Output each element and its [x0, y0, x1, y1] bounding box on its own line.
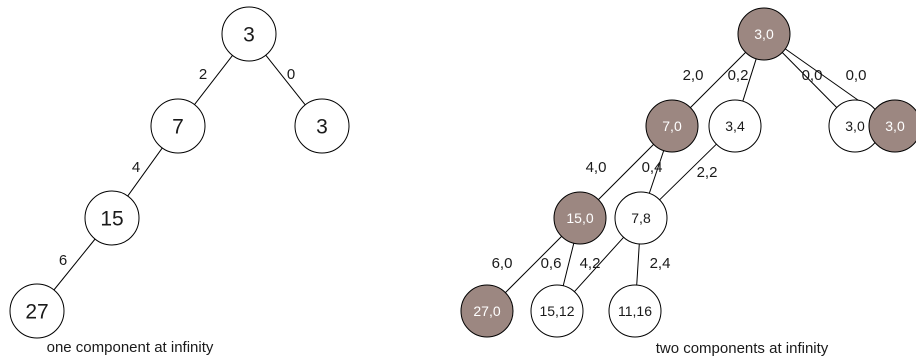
- right-edge-label: 4,2: [580, 255, 601, 272]
- right-node-n270: 27,0: [460, 284, 514, 338]
- right-edge-label: 0,4: [642, 159, 663, 176]
- right-edge-r-n30w: [781, 52, 838, 108]
- right-edges: 2,0 0,2 0,0 0,0 4,0 0,4 2,2 6,0 0,6 4,2 2,4: [492, 48, 874, 293]
- node-circle: [9, 283, 65, 339]
- right-node-n150: 15,0: [553, 191, 607, 245]
- right-edge-n78-n1116: [636, 243, 640, 286]
- right-node-n78: 7,8: [614, 191, 668, 245]
- right-edge-label: 2,0: [683, 67, 704, 84]
- right-edge-label: 0,6: [541, 255, 562, 272]
- node-label: 3,0: [754, 26, 774, 42]
- left-edge-label: 2: [199, 66, 207, 83]
- node-circle: [737, 7, 791, 61]
- right-node-n1512: 15,12: [530, 284, 584, 338]
- right-tree: 2,0 0,2 0,0 0,0 4,0 0,4 2,2 6,0 0,6 4,2 2,4 3,0 7,0…: [460, 7, 916, 356]
- left-caption: one component at infinity: [47, 339, 214, 356]
- node-circle: [868, 99, 916, 153]
- right-edge-r-n70: [690, 52, 746, 108]
- left-edge-b-d: [127, 147, 163, 197]
- node-label: 7,0: [662, 118, 682, 134]
- node-circle: [553, 191, 607, 245]
- right-node-n70: 7,0: [645, 99, 699, 153]
- left-nodes: 3 7 3 15 27: [9, 6, 350, 339]
- left-edge-a-c: [265, 54, 306, 106]
- right-edge-n70-n150: [598, 144, 654, 200]
- left-node-b: 7: [150, 98, 206, 154]
- node-label: 3,4: [725, 118, 745, 134]
- node-label: 3,0: [845, 118, 865, 134]
- right-edge-label: 0,0: [802, 67, 823, 84]
- right-edge-n78-n1512: [574, 236, 624, 293]
- node-circle: [530, 284, 584, 338]
- left-edge-label: 4: [132, 159, 140, 176]
- right-edge-n70-n78: [648, 150, 665, 194]
- right-edge-label: 2,2: [697, 164, 718, 181]
- left-edge-label: 0: [287, 66, 295, 83]
- left-node-c: 3: [294, 98, 350, 154]
- node-circle: [84, 190, 140, 246]
- right-edge-r-n34: [742, 58, 757, 102]
- node-circle: [608, 284, 662, 338]
- right-edge-n34-n78: [659, 143, 717, 201]
- node-circle: [294, 98, 350, 154]
- node-circle: [460, 284, 514, 338]
- right-node-n1116: 11,16: [608, 284, 662, 338]
- node-label: 15: [100, 208, 123, 231]
- left-node-d: 15: [84, 190, 140, 246]
- node-label: 3: [243, 24, 255, 47]
- right-edge-n150-n1512: [562, 243, 575, 286]
- right-edge-label: 6,0: [492, 255, 513, 272]
- node-circle: [708, 99, 762, 153]
- node-label: 11,16: [618, 303, 652, 319]
- node-label: 7,8: [631, 210, 651, 226]
- node-label: 27,0: [473, 303, 500, 319]
- right-node-n30w: 3,0: [828, 99, 882, 153]
- node-circle: [150, 98, 206, 154]
- node-circle: [221, 6, 277, 62]
- right-edge-n150-n270: [505, 236, 562, 293]
- left-node-e: 27: [9, 283, 65, 339]
- right-nodes: 3,0 7,0 3,4 3,0 3,0 15,0 7,8 27,0 15,12 11,16: [460, 7, 916, 338]
- right-caption: two components at infinity: [656, 340, 829, 356]
- right-edge-label: 0,0: [846, 67, 867, 84]
- node-label: 15,0: [566, 210, 593, 226]
- node-circle: [614, 191, 668, 245]
- right-edge-label: 0,2: [728, 67, 749, 84]
- right-edge-label: 2,4: [650, 255, 671, 272]
- right-node-n30g: 3,0: [868, 99, 916, 153]
- right-edge-label: 4,0: [586, 159, 607, 176]
- node-circle: [645, 99, 699, 153]
- node-label: 27: [25, 301, 48, 324]
- right-node-r: 3,0: [737, 7, 791, 61]
- left-node-a: 3: [221, 6, 277, 62]
- right-node-n34: 3,4: [708, 99, 762, 153]
- node-label: 7: [172, 116, 184, 139]
- node-label: 3: [316, 116, 328, 139]
- node-label: 15,12: [539, 303, 574, 319]
- left-edge-label: 6: [59, 252, 67, 269]
- node-label: 3,0: [885, 118, 905, 134]
- left-edge-a-b: [194, 55, 233, 105]
- left-edge-d-e: [53, 238, 96, 291]
- left-edges: 2 046: [53, 54, 306, 291]
